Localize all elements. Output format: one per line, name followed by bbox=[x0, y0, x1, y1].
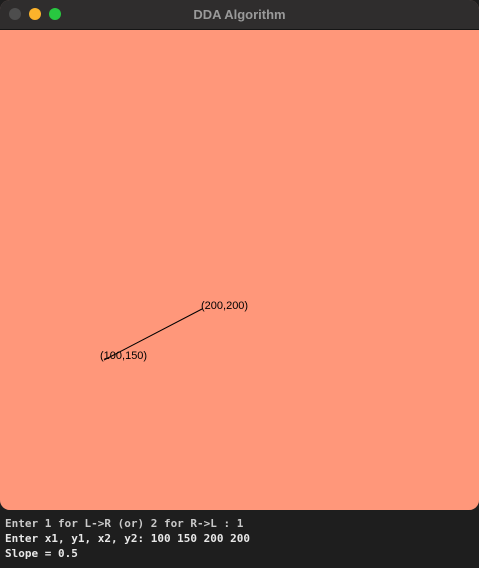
canvas-svg: (100,150) (200,200) bbox=[100, 300, 248, 362]
close-button[interactable] bbox=[9, 8, 21, 20]
terminal-output: Enter 1 for L->R (or) 2 for R->L : 1 Ent… bbox=[0, 512, 479, 568]
window-title: DDA Algorithm bbox=[193, 7, 286, 22]
minimize-button[interactable] bbox=[29, 8, 41, 20]
start-point-label: (100,150) bbox=[100, 350, 147, 362]
drawing-canvas: (100,150) (200,200) bbox=[0, 30, 479, 510]
terminal-line-slope: Slope = 0.5 bbox=[5, 547, 78, 560]
terminal-line-direction: Enter 1 for L->R (or) 2 for R->L : 1 bbox=[5, 517, 244, 530]
title-bar[interactable]: DDA Algorithm bbox=[0, 0, 479, 30]
dda-line bbox=[103, 308, 203, 361]
end-point-label: (200,200) bbox=[201, 300, 248, 312]
zoom-button[interactable] bbox=[49, 8, 61, 20]
dda-window: DDA Algorithm (100,150) (200,200) bbox=[0, 0, 479, 510]
terminal-line-coordinates: Enter x1, y1, x2, y2: 100 150 200 200 bbox=[5, 532, 251, 545]
